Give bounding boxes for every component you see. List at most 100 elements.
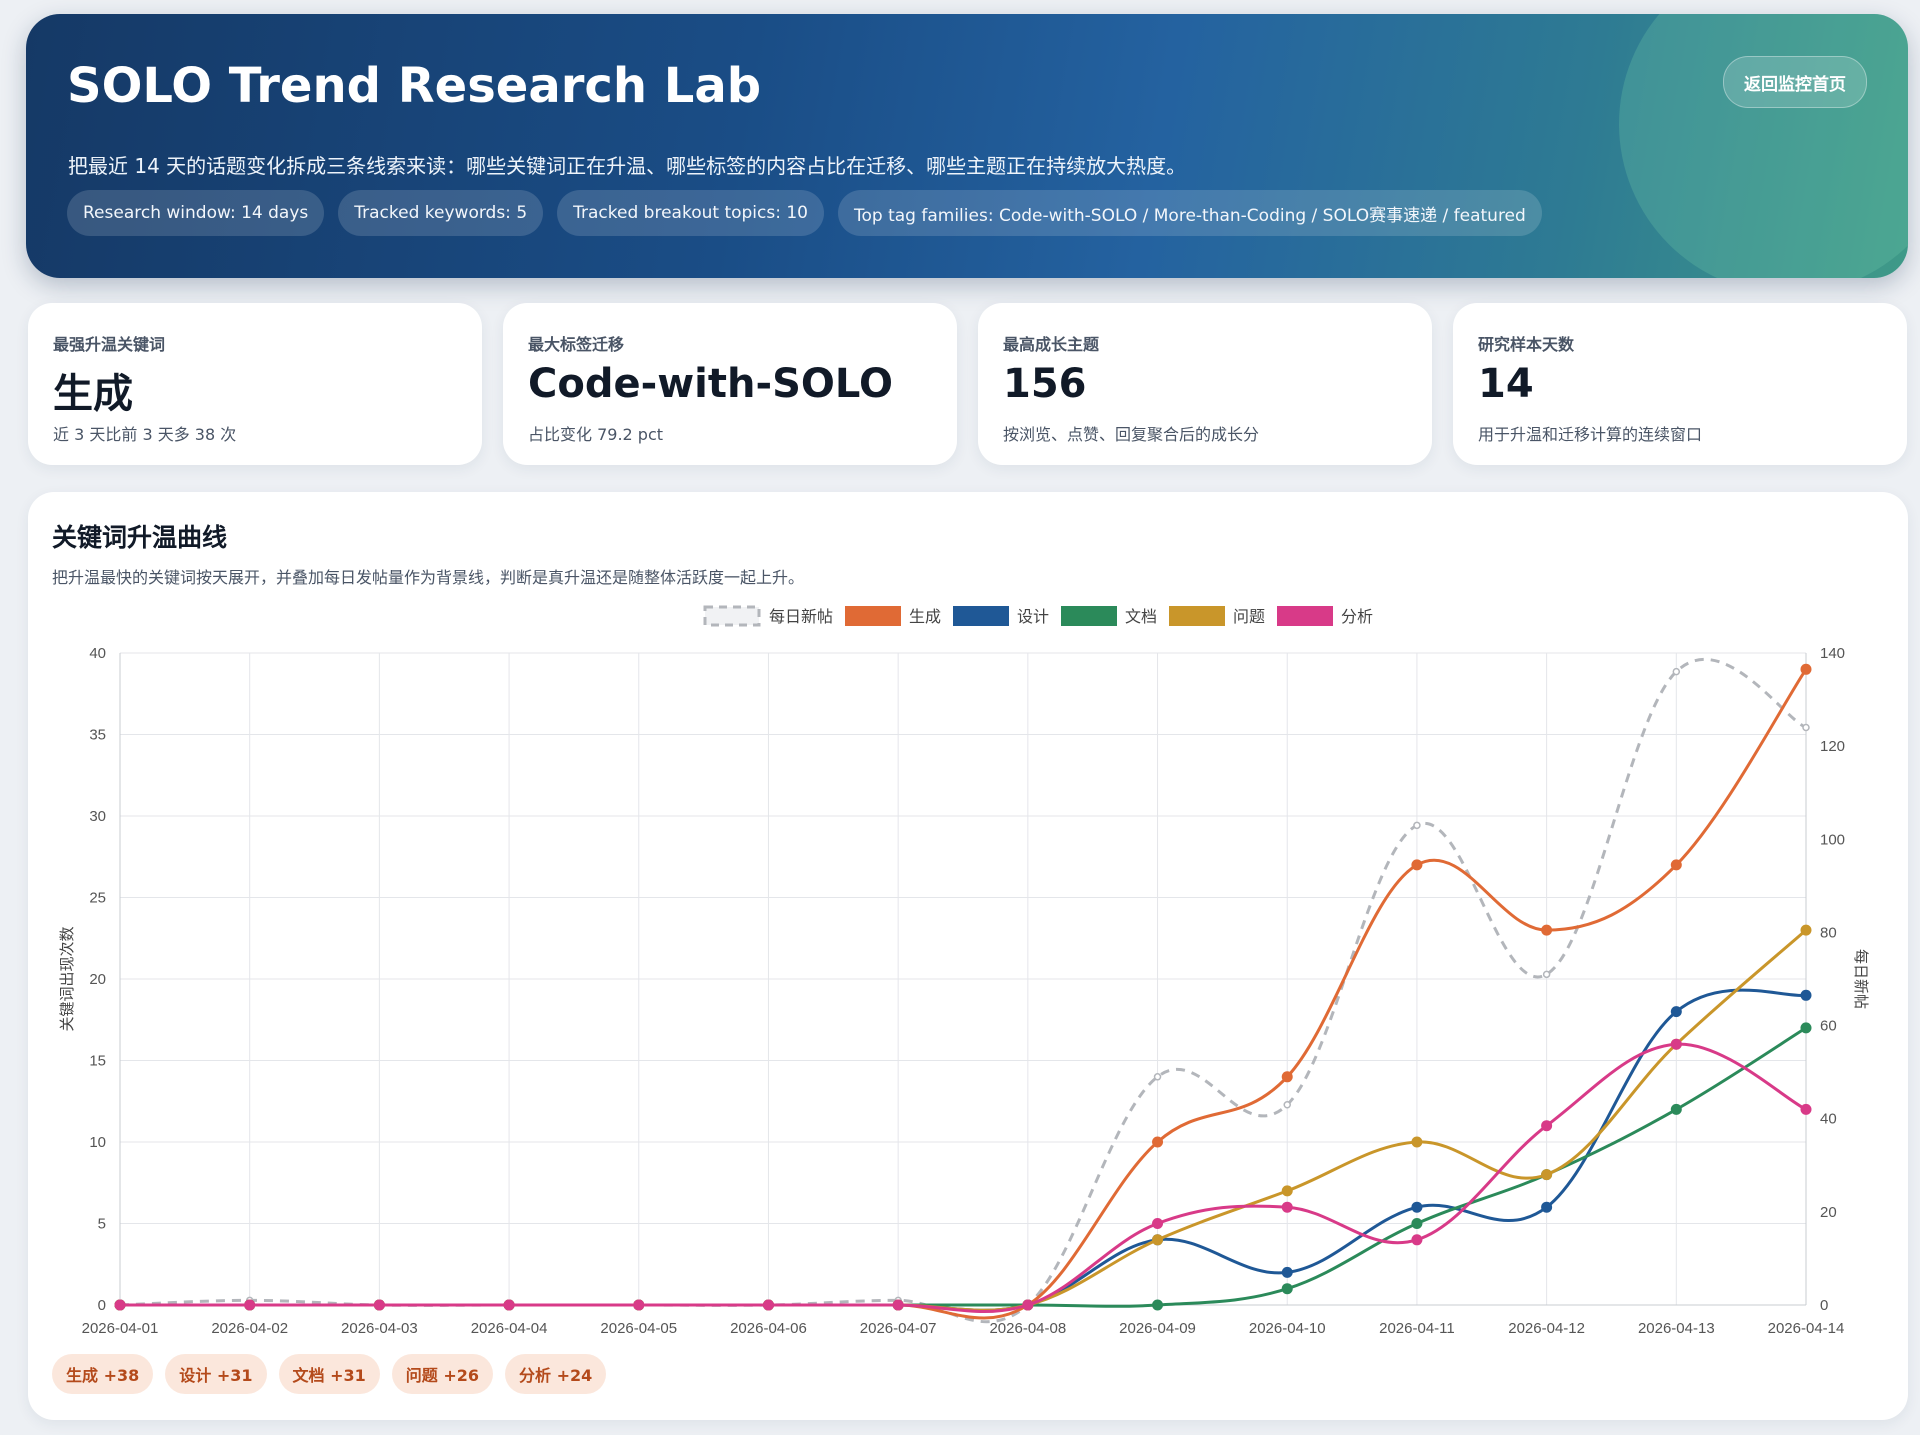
legend-label-5: 分析 [1341,607,1373,626]
hero-banner: SOLO Trend Research Lab 把最近 14 天的话题变化拆成三… [26,14,1908,278]
series-line-2 [120,988,1807,1312]
x-tick-label: 2026-04-11 [1379,1320,1455,1337]
legend-swatch-1 [845,606,901,626]
keyword-delta-chips: 生成 +38 设计 +31 文档 +31 问题 +26 分析 +24 [52,1354,607,1394]
x-tick-label: 2026-04-04 [471,1320,548,1337]
x-tick-label: 2026-04-02 [211,1320,288,1337]
y2-tick-label: 0 [1820,1297,1828,1314]
stat-card-sub: 按浏览、点赞、回复聚合后的成长分 [1003,425,1260,444]
x-tick-label: 2026-04-03 [341,1320,418,1337]
stat-card-sub: 占比变化 79.2 pct [528,425,664,444]
legend-swatch-2 [953,606,1009,626]
series-point-4 [1281,1185,1293,1197]
series-point-4 [1411,1136,1423,1148]
keyword-trend-chart: 0 5 10 15 20 25 30 35 40 0 20 40 60 80 100 120 140 2026-0… [58,605,1870,1337]
stat-card-value: 生成 [53,371,133,417]
y2-tick-label: 80 [1820,924,1837,941]
x-tick-label: 2026-04-07 [860,1320,937,1337]
series-point-5 [1670,1038,1682,1050]
legend-label-0: 每日新帖 [769,607,833,626]
stat-card-label: 最大标签迁移 [528,335,625,354]
series-point-1 [1670,859,1682,871]
series-point-5 [633,1299,645,1311]
legend-label-2: 设计 [1017,607,1049,626]
series-point-3 [1152,1299,1164,1311]
delta-chip-wendang[interactable]: 文档 +31 [278,1354,380,1394]
hero-decoration [1619,14,1908,278]
series-line-0 [119,657,1807,1324]
series-point-5 [1800,1103,1812,1115]
series-point-4 [1541,1169,1553,1181]
legend-label-3: 文档 [1125,607,1157,626]
delta-chip-sheji[interactable]: 设计 +31 [165,1354,267,1394]
series-point-5 [1281,1201,1293,1213]
series-point-0 [1542,970,1551,979]
stat-card-label: 最强升温关键词 [53,335,166,354]
panel-description: 把升温最快的关键词按天展开，并叠加每日发帖量作为背景线，判断是真升温还是随整体活… [52,568,805,587]
y2-tick-label: 40 [1820,1111,1837,1128]
y2-tick-label: 140 [1820,645,1845,662]
series-point-5 [1152,1218,1164,1229]
y-tick-label: 25 [89,890,106,907]
tracked-topics-pill: Tracked breakout topics: 10 [557,190,824,236]
y2-tick-label: 20 [1820,1204,1837,1221]
series-point-5 [373,1299,385,1311]
keyword-trend-panel: 关键词升温曲线 把升温最快的关键词按天展开，并叠加每日发帖量作为背景线，判断是真… [28,492,1908,1420]
y-tick-label: 40 [89,645,106,662]
series-point-4 [1800,924,1812,936]
y-tick-label: 35 [89,727,106,744]
stat-card-top-keyword: 最强升温关键词 生成 近 3 天比前 3 天多 38 次 [28,303,482,465]
series-point-1 [1800,663,1812,675]
series-point-3 [1800,1022,1812,1034]
stat-card-sub: 近 3 天比前 3 天多 38 次 [53,425,237,444]
delta-chip-fenxi[interactable]: 分析 +24 [505,1354,607,1394]
stat-card-tag-shift: 最大标签迁移 Code-with-SOLO 占比变化 79.2 pct [503,303,957,465]
stat-card-sample-days: 研究样本天数 14 用于升温和迁移计算的连续窗口 [1453,303,1907,465]
page-title: SOLO Trend Research Lab [67,58,762,114]
series-point-5 [762,1299,774,1311]
stat-card-value: Code-with-SOLO [528,361,893,407]
series-point-3 [1281,1283,1293,1295]
x-tick-label: 2026-04-14 [1768,1320,1845,1337]
research-meta-pills: Research window: 14 days Tracked keyword… [67,190,1542,236]
tag-families-pill: Top tag families: Code-with-SOLO / More-… [838,190,1542,236]
series-point-5 [1411,1234,1423,1246]
y-tick-label: 30 [89,808,106,825]
series-point-2 [1281,1266,1293,1278]
stat-card-value: 14 [1478,361,1534,407]
delta-chip-wenti[interactable]: 问题 +26 [391,1354,493,1394]
legend-label-4: 问题 [1233,607,1265,626]
tracked-keywords-pill: Tracked keywords: 5 [338,190,544,236]
y-tick-label: 20 [89,971,106,988]
legend-swatch-3 [1061,606,1117,626]
delta-chip-shengcheng[interactable]: 生成 +38 [52,1354,154,1394]
x-tick-label: 2026-04-01 [82,1320,159,1337]
legend-swatch-5 [1277,606,1333,626]
back-to-dashboard-button[interactable]: 返回监控首页 [1723,56,1867,108]
series-point-0 [1672,667,1681,676]
y2-axis-title: 每日新帖 [1852,949,1870,1009]
series-point-0 [1283,1100,1291,1109]
series-point-5 [114,1299,126,1311]
legend-label-1: 生成 [909,607,941,626]
series-line-1 [120,668,1808,1320]
series-point-5 [892,1299,904,1311]
legend-swatch-0 [703,605,761,627]
series-point-3 [1411,1218,1423,1229]
x-tick-label: 2026-04-12 [1508,1320,1585,1337]
series-line-5 [120,1042,1807,1314]
series-point-2 [1670,1006,1682,1018]
stat-card-label: 研究样本天数 [1478,335,1575,354]
stat-card-value: 156 [1003,361,1087,407]
y-tick-label: 15 [89,1053,106,1070]
series-point-1 [1281,1071,1293,1083]
series-point-0 [1153,1073,1162,1081]
legend-swatch-4 [1169,606,1225,626]
y-tick-label: 5 [98,1216,106,1233]
series-point-1 [1152,1136,1164,1148]
y2-tick-label: 60 [1820,1018,1837,1035]
series-point-5 [244,1299,256,1311]
series-point-3 [1670,1103,1682,1115]
series-point-5 [1022,1299,1034,1311]
y-tick-label: 0 [98,1297,106,1314]
